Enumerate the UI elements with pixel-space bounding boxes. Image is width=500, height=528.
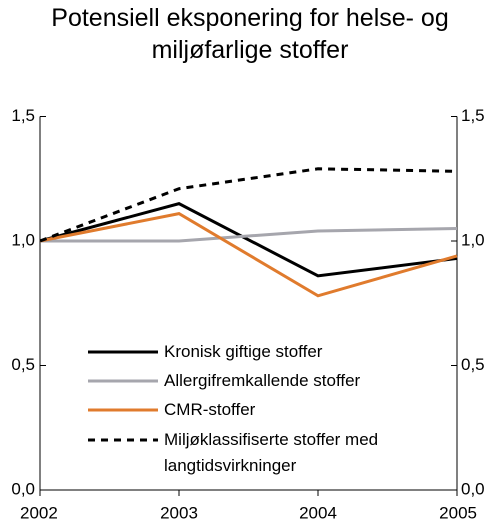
x-tick-label: 2004 (299, 503, 337, 522)
y2-tick-label: 0,0 (461, 479, 485, 498)
legend-entry-box: Kronisk giftige stoffer (164, 342, 323, 361)
chart-title: Potensiell eksponering for helse- og mil… (51, 4, 449, 64)
y2-tick-label: 0,5 (461, 355, 485, 374)
legend-label: CMR-stoffer (164, 400, 256, 419)
series-line (39, 212, 458, 298)
series-line (39, 202, 458, 278)
legend-entry-box: CMR-stoffer (164, 400, 256, 419)
legend-label: Miljøklassifiserte stoffer med langtidsv… (164, 430, 379, 475)
y-tick-label: 0,0 (11, 479, 35, 498)
y-tick-label: 1,5 (11, 106, 35, 125)
y2-tick-label: 1,0 (461, 230, 485, 249)
series-line (40, 227, 458, 243)
chart-title-box: Potensiell eksponering for helse- og mil… (51, 4, 449, 64)
x-tick-label: 2003 (160, 503, 198, 522)
y2-tick-label: 1,5 (461, 106, 485, 125)
legend-entry-box: Miljøklassifiserte stoffer med langtidsv… (164, 430, 379, 475)
legend-label: Kronisk giftige stoffer (164, 342, 323, 361)
legend-label: Allergifremkallende stoffer (164, 371, 361, 390)
x-tick-label: 2005 (439, 503, 477, 522)
y-tick-label: 0,5 (11, 355, 35, 374)
x-tick-label: 2002 (20, 503, 58, 522)
legend-entry-box: Allergifremkallende stoffer (164, 371, 361, 390)
y-tick-label: 1,0 (11, 230, 35, 249)
